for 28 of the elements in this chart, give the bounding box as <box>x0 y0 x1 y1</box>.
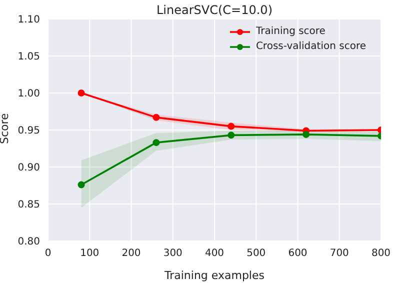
y-tick-label: 0.85 <box>18 200 40 211</box>
point <box>78 90 85 96</box>
chart-title: LinearSVC(C=10.0) <box>155 3 274 17</box>
x-tick-label: 600 <box>288 248 308 260</box>
point <box>78 181 85 188</box>
y-tick-label: 0.95 <box>18 126 40 137</box>
x-tick-label: 200 <box>122 248 141 260</box>
x-tick-label: 500 <box>246 248 266 260</box>
y-axis-title: Score <box>0 112 11 144</box>
y-tick-label: 1.05 <box>18 52 40 63</box>
point <box>152 139 160 146</box>
x-tick-label: 0 <box>44 248 52 260</box>
x-tick-label: 400 <box>204 248 224 260</box>
point <box>228 132 235 139</box>
x-axis-title: Training examples <box>164 269 265 282</box>
legend-label: Cross-validation score <box>256 40 366 54</box>
y-tick-label: 0.80 <box>18 236 40 248</box>
x-tick-label: 100 <box>80 248 100 260</box>
point <box>152 114 160 121</box>
legend-label: Training score <box>256 25 326 39</box>
y-tick-label: 1.00 <box>18 88 40 100</box>
y-tick-label: 1.10 <box>18 14 40 26</box>
x-tick-label: 300 <box>163 248 182 260</box>
x-tick-label: 700 <box>330 248 349 260</box>
point <box>228 122 235 130</box>
point <box>302 130 310 138</box>
x-tick-label: 800 <box>371 248 391 260</box>
y-tick-label: 0.90 <box>18 162 40 174</box>
